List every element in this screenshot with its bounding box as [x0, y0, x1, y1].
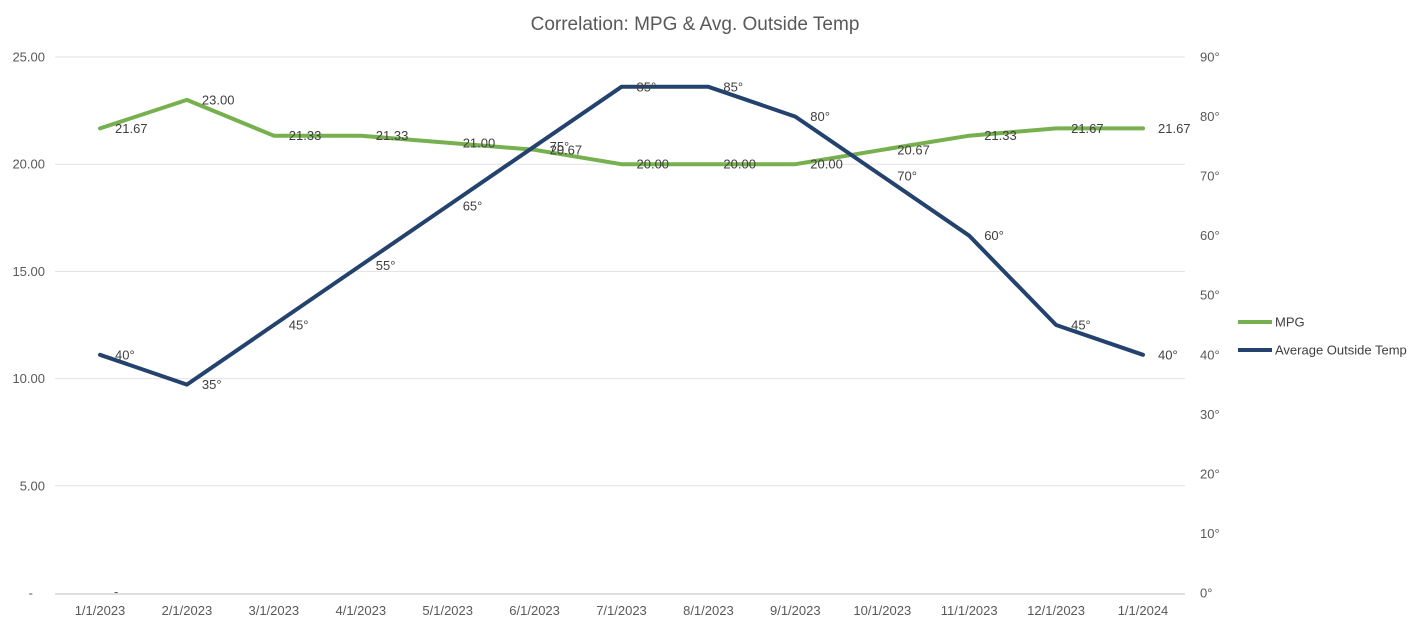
average-outside-temp-data-label: 85°	[723, 79, 743, 94]
chart-title: Correlation: MPG & Avg. Outside Temp	[531, 14, 860, 35]
x-axis-labels: 1/1/2023 2/1/2023 3/1/2023 4/1/2023 5/1/2023…	[75, 603, 1169, 618]
average-outside-temp-data-label: 60°	[984, 228, 1004, 243]
right-axis-ticks: 90° 80° 70° 60° 50° 40° 30° 20° 10° 0°	[1200, 50, 1220, 601]
average-outside-temp-data-label: 75°	[550, 139, 570, 154]
x-axis-label: 10/1/2023	[853, 603, 911, 618]
left-axis-tick-label: 20.00	[12, 157, 45, 172]
x-axis-label: 11/1/2023	[941, 603, 998, 618]
left-axis-ticks: 25.00 20.00 15.00 10.00 5.00 -	[12, 50, 45, 601]
mpg-data-label: 20.67	[550, 142, 583, 157]
right-axis-tick-label: 20°	[1200, 466, 1220, 481]
average-outside-temp-data-label: 70°	[897, 169, 917, 184]
series-lines	[98, 84, 1145, 387]
average-outside-temp-data-label: 55°	[376, 258, 396, 273]
x-axis-label: 8/1/2023	[683, 603, 734, 618]
x-axis-label: 7/1/2023	[596, 603, 647, 618]
left-axis-tick-label: 15.00	[12, 264, 45, 279]
right-axis-tick-label: 40°	[1200, 347, 1220, 362]
right-axis-tick-label: 90°	[1200, 50, 1220, 65]
mpg-line[interactable]	[98, 97, 1145, 167]
average-outside-temp-data-label: 65°	[463, 198, 483, 213]
average-outside-temp-data-label: 40°	[115, 347, 135, 362]
x-axis-label: 4/1/2023	[335, 603, 386, 618]
x-axis-label: 1/1/2024	[1118, 603, 1169, 618]
left-axis-tick-label: 10.00	[12, 371, 45, 386]
right-axis-tick-label: 50°	[1200, 288, 1220, 303]
legend-item-mpg[interactable]: MPG	[1238, 315, 1305, 330]
right-axis-tick-label: 70°	[1200, 169, 1220, 184]
mpg-data-label: 21.00	[463, 135, 496, 150]
zero-dash-label: -	[114, 584, 118, 599]
average-outside-temp-data-label: 40°	[1158, 347, 1178, 362]
average-outside-temp-data-label: 35°	[202, 377, 222, 392]
mpg-legend-label: MPG	[1275, 315, 1305, 330]
right-axis-tick-label: 10°	[1200, 526, 1220, 541]
x-axis-label: 6/1/2023	[509, 603, 560, 618]
mpg-data-label: 21.67	[115, 121, 148, 136]
data-labels: 40° 35° 45° 55° 65° 75° 85° 85° 80° 70° 60° 45° 40° 2…	[115, 79, 1191, 392]
x-axis-label: 9/1/2023	[770, 603, 821, 618]
left-axis-tick-label: 5.00	[20, 478, 45, 493]
mpg-data-label: 21.67	[1071, 121, 1104, 136]
mpg-data-label: 20.00	[810, 157, 843, 172]
left-axis-tick-label: 25.00	[12, 50, 45, 65]
left-axis-tick-label: -	[29, 586, 33, 601]
x-axis-label: 2/1/2023	[162, 603, 213, 618]
average-outside-temp-data-label: 80°	[810, 109, 830, 124]
legend-item-average-outside-temp[interactable]: Average Outside Temp	[1238, 343, 1407, 358]
average-outside-temp-data-label: 85°	[637, 79, 657, 94]
mpg-data-label: 20.67	[897, 142, 930, 157]
average-outside-temp-data-label: 45°	[1071, 318, 1091, 333]
mpg-data-label: 21.33	[984, 128, 1017, 143]
gridlines	[55, 56, 1185, 487]
legend: MPG Average Outside Temp	[1238, 315, 1407, 358]
mpg-data-label: 20.00	[723, 157, 756, 172]
right-axis-tick-label: 30°	[1200, 407, 1220, 422]
mpg-data-label: 21.33	[289, 128, 322, 143]
mpg-data-label: 21.67	[1158, 121, 1191, 136]
x-axis-label: 12/1/2023	[1027, 603, 1085, 618]
right-axis-tick-label: 0°	[1200, 586, 1212, 601]
mpg-data-label: 23.00	[202, 92, 235, 107]
mpg-data-label: 21.33	[376, 128, 409, 143]
average-outside-temp-legend-label: Average Outside Temp	[1275, 343, 1407, 358]
average-outside-temp-line[interactable]	[98, 84, 1145, 387]
right-axis-tick-label: 80°	[1200, 109, 1220, 124]
average-outside-temp-data-label: 45°	[289, 318, 309, 333]
right-axis-tick-label: 60°	[1200, 228, 1220, 243]
mpg-data-label: 20.00	[637, 157, 670, 172]
x-axis-label: 5/1/2023	[422, 603, 473, 618]
x-axis-label: 1/1/2023	[75, 603, 126, 618]
x-axis-label: 3/1/2023	[248, 603, 299, 618]
